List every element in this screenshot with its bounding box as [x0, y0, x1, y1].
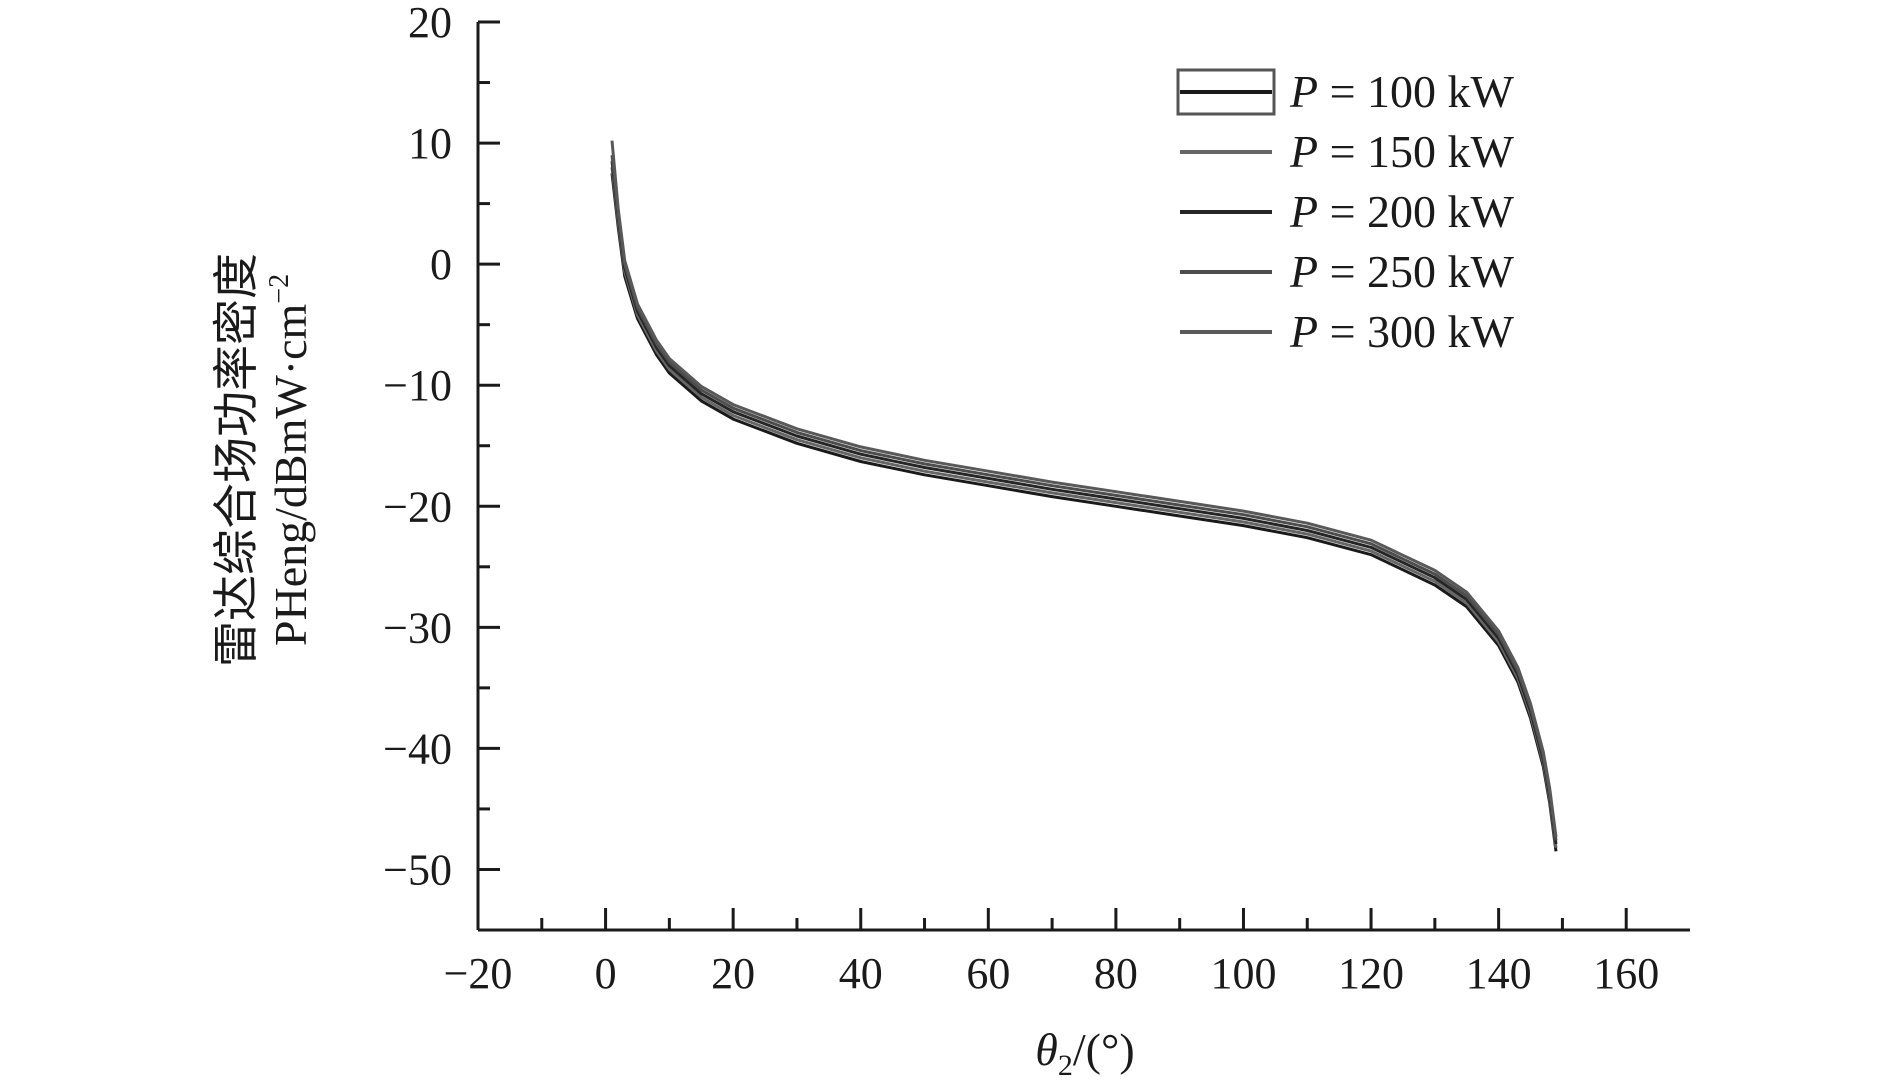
legend-label-4: P = 250 kW	[1289, 246, 1515, 297]
x-tick-label: 140	[1466, 949, 1532, 998]
x-tick-label: 160	[1593, 949, 1659, 998]
y-tick-label: −50	[383, 845, 452, 894]
x-tick-label: 120	[1338, 949, 1404, 998]
y-axis-title-line1: 雷达综合场功率密度	[211, 253, 262, 667]
x-ticks: −20 0 20 40 60 80 100 120 140 160	[444, 908, 1659, 998]
series-group	[610, 140, 1558, 852]
y-ticks: −50 −40 −30 −20 −10 0 10 20	[383, 0, 500, 932]
x-tick-label: 100	[1210, 949, 1276, 998]
legend-label-2: P = 150 kW	[1289, 126, 1515, 177]
series-line-3	[610, 161, 1558, 845]
series-line-5	[610, 140, 1558, 837]
x-tick-label: −20	[444, 949, 513, 998]
x-tick-label: 40	[839, 949, 883, 998]
x-axis-title: θ2/(°)	[1035, 1024, 1134, 1082]
y-tick-label: −20	[383, 482, 452, 531]
legend: P = 100 kW P = 150 kW P = 200 kW P = 250 kW…	[1176, 66, 1515, 357]
x-tick-label: 0	[595, 949, 617, 998]
legend-label-1: P = 100 kW	[1289, 66, 1515, 117]
series-line-4	[610, 155, 1558, 841]
y-tick-label: −40	[383, 724, 452, 773]
legend-label-5: P = 300 kW	[1289, 306, 1515, 357]
series-line-1	[610, 173, 1558, 852]
legend-label-3: P = 200 kW	[1289, 186, 1515, 237]
y-tick-label: 0	[430, 240, 452, 289]
y-axis-title: 雷达综合场功率密度 PHeng/dBmW·cm−2	[211, 253, 316, 667]
legend-highlight-box	[1176, 68, 1276, 116]
x-tick-label: 20	[711, 949, 755, 998]
y-axis-title-line2: PHeng/dBmW·cm−2	[264, 274, 316, 646]
y-tick-label: −30	[383, 603, 452, 652]
y-tick-label: −10	[383, 361, 452, 410]
y-tick-label: 20	[408, 0, 452, 47]
series-line-2	[610, 167, 1558, 848]
x-tick-label: 80	[1094, 949, 1138, 998]
axes: −20 0 20 40 60 80 100 120 140 160 −50−40−30−20−10…	[383, 0, 1690, 998]
y-tick-label: 10	[408, 119, 452, 168]
x-tick-label: 60	[966, 949, 1010, 998]
